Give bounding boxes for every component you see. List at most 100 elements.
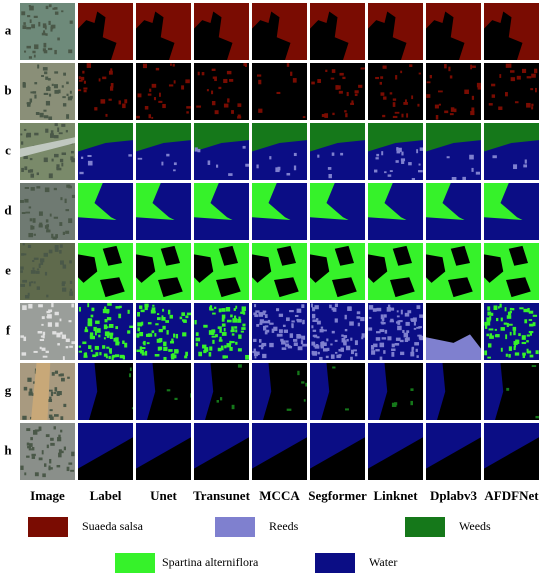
speck <box>33 281 36 284</box>
speck <box>514 344 517 348</box>
speck <box>141 352 145 356</box>
speck <box>285 340 289 343</box>
speck <box>235 341 238 345</box>
speck <box>332 307 337 312</box>
speck <box>344 314 347 320</box>
speck <box>396 150 401 154</box>
speck <box>407 310 412 314</box>
speck <box>95 320 100 324</box>
region <box>484 363 504 420</box>
speck <box>198 351 203 357</box>
speck <box>530 88 534 91</box>
speck <box>392 115 398 119</box>
speck <box>296 318 299 322</box>
speck <box>149 88 152 92</box>
result-tile <box>368 3 423 60</box>
speck <box>172 63 175 67</box>
speck <box>179 316 183 320</box>
speck <box>487 306 491 311</box>
speck <box>28 281 32 287</box>
speck <box>353 349 357 352</box>
result-tile <box>310 183 365 240</box>
region <box>310 11 349 60</box>
speck <box>269 322 274 325</box>
speck <box>527 307 530 313</box>
result-tile <box>310 243 365 300</box>
speck <box>349 321 354 326</box>
speck <box>326 338 329 342</box>
speck <box>58 449 62 452</box>
region <box>20 137 75 158</box>
speck <box>400 351 405 356</box>
speck <box>21 352 27 356</box>
speck <box>209 308 214 311</box>
speck <box>68 49 73 54</box>
speck <box>30 437 33 441</box>
speck <box>231 333 235 336</box>
photo <box>20 63 75 120</box>
speck <box>106 346 110 349</box>
speck <box>311 313 316 319</box>
speck <box>376 153 380 157</box>
speck <box>354 90 359 94</box>
speck <box>186 106 191 109</box>
speck <box>262 325 267 331</box>
speck <box>280 333 283 337</box>
speck <box>42 355 48 358</box>
speck <box>66 184 69 188</box>
speck <box>36 172 40 176</box>
speck <box>404 99 407 104</box>
speck <box>51 372 55 376</box>
speck <box>23 336 27 342</box>
speck <box>237 348 242 352</box>
speck <box>22 25 27 30</box>
speck <box>54 370 59 374</box>
speck <box>61 334 67 339</box>
speck <box>280 338 284 342</box>
speck <box>253 352 259 357</box>
speck <box>22 279 28 283</box>
speck <box>500 347 503 352</box>
speck <box>350 337 353 341</box>
speck <box>57 343 60 346</box>
speck <box>319 356 323 360</box>
speck <box>229 340 232 345</box>
speck <box>129 325 133 329</box>
legend-label: Weeds <box>459 519 491 533</box>
speck <box>21 167 24 172</box>
speck <box>182 319 187 322</box>
speck <box>235 329 238 333</box>
region <box>310 183 349 221</box>
speck <box>381 317 385 321</box>
speck <box>506 315 512 319</box>
region <box>252 183 291 221</box>
speck <box>211 101 216 106</box>
speck <box>238 334 242 339</box>
result-tile <box>194 183 249 240</box>
speck <box>124 342 128 348</box>
speck <box>32 218 36 223</box>
speck <box>438 90 443 93</box>
speck <box>340 347 344 352</box>
speck <box>61 10 64 13</box>
speck <box>43 109 47 112</box>
speck <box>217 326 222 329</box>
speck <box>31 456 36 459</box>
speck <box>240 330 244 333</box>
speck <box>419 335 423 341</box>
speck <box>21 141 24 145</box>
speck <box>297 346 303 351</box>
speck <box>277 166 281 171</box>
speck <box>330 77 335 80</box>
speck <box>264 314 268 318</box>
speck <box>27 15 31 18</box>
speck <box>54 153 59 158</box>
region <box>332 277 357 298</box>
speck <box>312 307 316 312</box>
speck <box>410 388 414 391</box>
speck <box>281 340 286 345</box>
speck <box>435 115 439 120</box>
speck <box>158 100 163 103</box>
speck <box>354 352 358 357</box>
